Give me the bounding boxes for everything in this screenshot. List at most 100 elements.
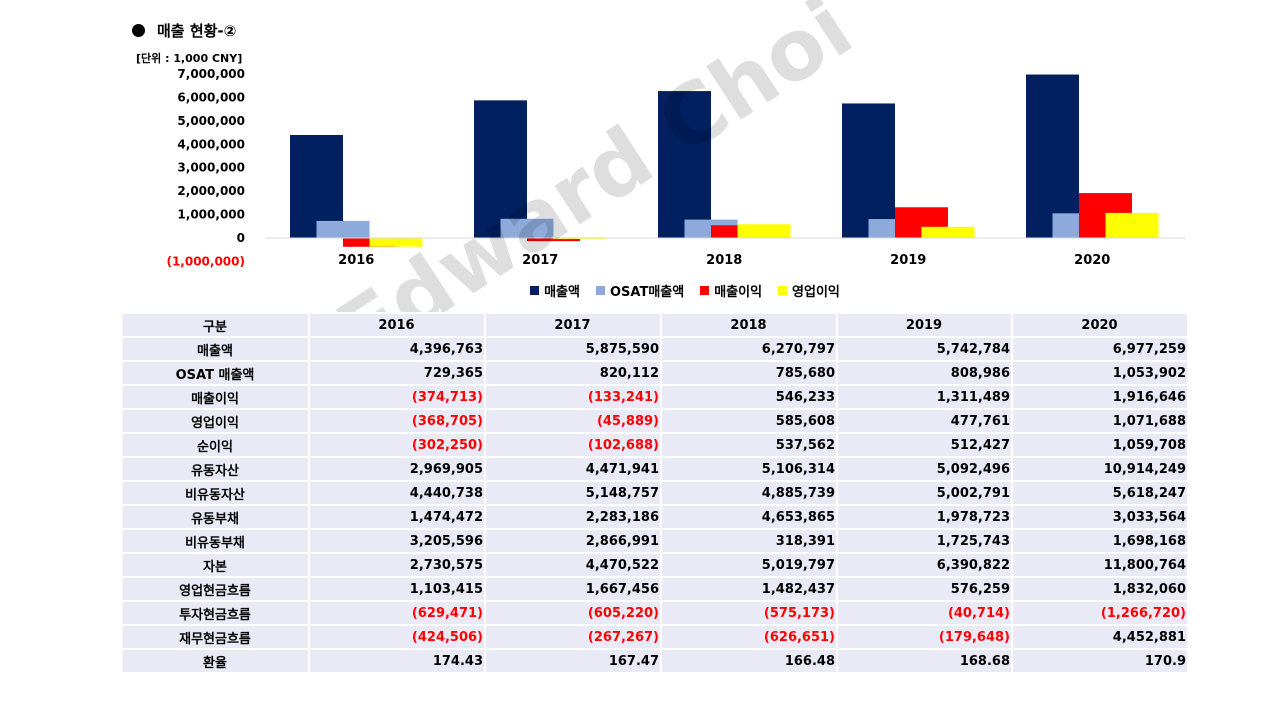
row-label: 재무현금흐름 <box>121 624 310 650</box>
bar-매출액-2018 <box>658 91 711 238</box>
row-label: 매출액 <box>121 336 310 362</box>
table-cell: 5,106,314 <box>660 456 838 482</box>
table-cell: 3,205,596 <box>308 528 486 554</box>
table-cell: 512,427 <box>836 432 1013 458</box>
table-cell: (629,471) <box>308 600 486 626</box>
table-header-cell: 2020 <box>1011 312 1189 338</box>
chart-title: 매출 현황-② <box>132 20 236 41</box>
x-tick-label: 2018 <box>706 253 742 268</box>
table-cell: 5,148,757 <box>484 480 662 506</box>
chart-legend: 매출액 OSAT매출액 매출이익 영업이익 <box>0 281 1280 300</box>
table-cell: (267,267) <box>484 624 662 650</box>
table-cell: 5,875,590 <box>484 336 662 362</box>
row-label: 영업현금흐름 <box>121 576 310 602</box>
y-tick-label: 2,000,000 <box>177 184 245 198</box>
bar-영업이익-2017 <box>553 238 607 240</box>
legend-swatch <box>595 286 605 295</box>
table-cell: 576,259 <box>836 576 1013 602</box>
table-header-cell: 2016 <box>308 312 486 338</box>
table-cell: 1,311,489 <box>836 384 1013 410</box>
table-cell: 1,103,415 <box>308 576 486 602</box>
table-cell: 4,470,522 <box>484 552 662 578</box>
legend-label: 매출이익 <box>714 285 763 300</box>
table-cell: (575,173) <box>660 600 838 626</box>
table-cell: 1,725,743 <box>836 528 1013 554</box>
table-row: 영업현금흐름 1,103,415 1,667,456 1,482,437 576,259… <box>121 576 1189 602</box>
row-label: 유동자산 <box>121 456 310 482</box>
table-cell: 808,986 <box>836 360 1013 386</box>
table-cell: 585,608 <box>660 408 838 434</box>
row-label: 순이익 <box>121 432 310 458</box>
table-row: 비유동부채 3,205,596 2,866,991 318,391 1,725,743 1… <box>121 528 1189 554</box>
table-row: 유동자산 2,969,905 4,471,941 5,106,314 5,092,496… <box>121 456 1189 482</box>
legend-label: 매출액 <box>544 285 580 300</box>
table-cell: 1,053,902 <box>1011 360 1189 386</box>
table-cell: (40,714) <box>836 600 1013 626</box>
legend-item: 영업이익 <box>778 281 840 300</box>
table-cell: 1,916,646 <box>1011 384 1189 410</box>
row-label: 비유동부채 <box>121 528 310 554</box>
table-cell: (368,705) <box>308 408 486 434</box>
x-tick-label: 2016 <box>338 253 374 268</box>
table-cell: 6,977,259 <box>1011 336 1189 362</box>
table-cell: 318,391 <box>660 528 838 554</box>
table-cell: (424,506) <box>308 624 486 650</box>
table-row: 투자현금흐름 (629,471) (605,220) (575,173) (40,714… <box>121 600 1189 626</box>
table-cell: 546,233 <box>660 384 838 410</box>
table-header-cell: 구분 <box>121 312 310 338</box>
table-row: 순이익 (302,250) (102,688) 537,562 512,427 1,059… <box>121 432 1189 458</box>
y-tick-label: 0 <box>237 231 245 245</box>
table-cell: 174.43 <box>308 648 486 674</box>
unit-label: [단위 : 1,000 CNY] <box>136 52 243 65</box>
table-cell: 785,680 <box>660 360 838 386</box>
table-cell: 5,742,784 <box>836 336 1013 362</box>
table-cell: 167.47 <box>484 648 662 674</box>
table-cell: 4,885,739 <box>660 480 838 506</box>
legend-item: OSAT매출액 <box>595 281 684 300</box>
table-cell: 1,071,688 <box>1011 408 1189 434</box>
bullet-icon <box>132 24 145 37</box>
bar-매출액-2016 <box>290 134 343 238</box>
bar-영업이익-2018 <box>737 224 791 238</box>
table-row: 환율 174.43 167.47 166.48 168.68 170.9 <box>121 648 1189 674</box>
table-cell: 168.68 <box>836 648 1013 674</box>
x-tick-label: 2020 <box>1074 253 1110 268</box>
row-label: 비유동자산 <box>121 480 310 506</box>
table-cell: (1,266,720) <box>1011 600 1189 626</box>
y-tick-label: 3,000,000 <box>177 161 245 175</box>
table-cell: 4,396,763 <box>308 336 486 362</box>
bar-영업이익-2016 <box>369 238 423 247</box>
y-tick-label: (1,000,000) <box>166 254 245 268</box>
table-row: 재무현금흐름 (424,506) (267,267) (626,651) (179,64… <box>121 624 1189 650</box>
row-label: 투자현금흐름 <box>121 600 310 626</box>
bar-영업이익-2019 <box>921 226 975 238</box>
table-cell: (605,220) <box>484 600 662 626</box>
table-cell: 2,283,186 <box>484 504 662 530</box>
table-cell: 10,914,249 <box>1011 456 1189 482</box>
table-row: 비유동자산 4,440,738 5,148,757 4,885,739 5,002,79… <box>121 480 1189 506</box>
table-cell: (179,648) <box>836 624 1013 650</box>
y-tick-label: 5,000,000 <box>177 114 245 128</box>
table-header-cell: 2019 <box>836 312 1013 338</box>
bar-매출이익-2017 <box>527 238 580 242</box>
table-cell: 5,002,791 <box>836 480 1013 506</box>
legend-swatch <box>700 286 710 295</box>
bar-chart: 7,000,000 6,000,000 5,000,000 4,000,000 3,00… <box>166 67 1185 268</box>
table-cell: (133,241) <box>484 384 662 410</box>
table-header-cell: 2018 <box>660 312 838 338</box>
legend-swatch <box>778 286 788 295</box>
table-cell: 820,112 <box>484 360 662 386</box>
x-tick-label: 2017 <box>522 253 558 268</box>
y-tick-label: 6,000,000 <box>177 90 245 104</box>
y-tick-label: 4,000,000 <box>177 137 245 151</box>
table-cell: 6,390,822 <box>836 552 1013 578</box>
table-cell: 5,092,496 <box>836 456 1013 482</box>
row-label: 환율 <box>121 648 310 674</box>
bar-매출액-2020 <box>1026 74 1079 238</box>
table-cell: 2,866,991 <box>484 528 662 554</box>
table-cell: 1,474,472 <box>308 504 486 530</box>
y-tick-label: 1,000,000 <box>177 208 245 222</box>
legend-item: 매출이익 <box>700 281 762 300</box>
table-cell: 1,059,708 <box>1011 432 1189 458</box>
table-cell: 5,019,797 <box>660 552 838 578</box>
